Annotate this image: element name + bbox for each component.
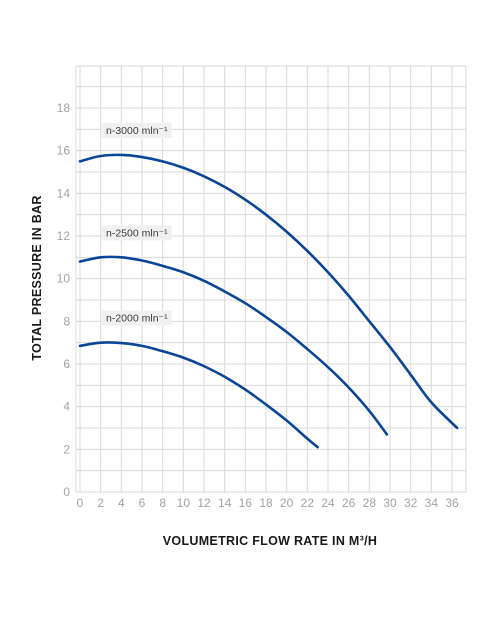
y-tick-label: 6 xyxy=(63,357,70,371)
x-tick-label: 22 xyxy=(301,496,315,510)
series-label-2: n-2000 mln⁻¹ xyxy=(106,313,168,325)
series xyxy=(78,153,459,449)
x-tick-label: 36 xyxy=(445,496,459,510)
series-label-bg xyxy=(102,225,172,241)
x-tick-label: 28 xyxy=(363,496,377,510)
series-label-bg xyxy=(102,310,172,326)
x-tick-label: 12 xyxy=(197,496,211,510)
x-tick-label: 14 xyxy=(218,496,232,510)
y-tick-label: 10 xyxy=(57,272,71,286)
x-tick-label: 34 xyxy=(425,496,439,510)
x-tick-label: 10 xyxy=(177,496,191,510)
y-tick-label: 14 xyxy=(57,186,71,200)
x-tick-label: 6 xyxy=(139,496,146,510)
y-tick-label: 16 xyxy=(57,144,71,158)
x-tick-label: 30 xyxy=(383,496,397,510)
series-line-2 xyxy=(78,341,319,449)
series-label-bg xyxy=(102,122,172,138)
x-tick-label: 18 xyxy=(259,496,273,510)
tick-labels: 0 2 4 6 8 10 12 14 16 18 20 22 24 26 28 30 32 34 360246810… xyxy=(57,101,459,510)
y-tick-label: 4 xyxy=(63,400,70,414)
y-tick-label: 12 xyxy=(57,229,71,243)
x-axis-title: VOLUMETRIC FLOW RATE IN M³/H xyxy=(163,534,377,548)
x-tick-label: 0 xyxy=(77,496,84,510)
x-tick-label: 32 xyxy=(404,496,418,510)
x-tick-label: 16 xyxy=(239,496,253,510)
y-tick-label: 18 xyxy=(57,101,71,115)
x-tick-label: 26 xyxy=(342,496,356,510)
x-tick-label: 4 xyxy=(118,496,125,510)
series-line-1 xyxy=(78,255,389,436)
x-tick-label: 24 xyxy=(321,496,335,510)
grid xyxy=(75,65,467,493)
y-tick-label: 2 xyxy=(63,442,70,456)
x-tick-label: 2 xyxy=(97,496,104,510)
x-tick-label: 20 xyxy=(280,496,294,510)
series-line-0 xyxy=(78,153,459,430)
y-tick-label: 0 xyxy=(63,485,70,499)
series-label-0: n-3000 mln⁻¹ xyxy=(106,125,168,137)
y-tick-label: 8 xyxy=(63,314,70,328)
curve-labels: n-3000 mln⁻¹ n-2500 mln⁻¹ n-2000 mln⁻¹ xyxy=(102,122,172,326)
series-label-1: n-2500 mln⁻¹ xyxy=(106,227,168,239)
x-tick-label: 8 xyxy=(159,496,166,510)
y-axis-title: TOTAL PRESSURE IN BAR xyxy=(30,195,44,360)
